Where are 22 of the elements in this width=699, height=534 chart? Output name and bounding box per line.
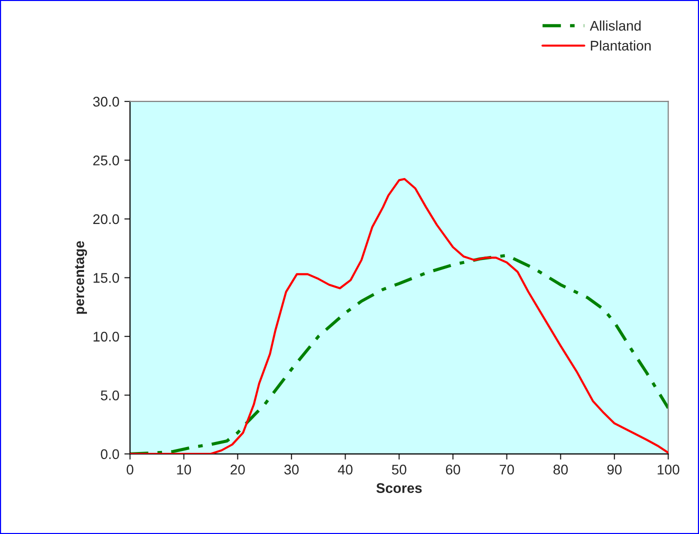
x-axis-title: Scores (376, 483, 422, 494)
x-tick-label: 90 (607, 464, 622, 475)
y-tick-label: 10.0 (94, 332, 120, 342)
y-tick-label: 25.0 (93, 156, 120, 166)
x-tick-label: 10 (177, 464, 192, 475)
x-tick-label: 60 (446, 464, 460, 475)
x-tick-label: 20 (230, 464, 245, 475)
x-tick-label: 30 (284, 464, 299, 475)
y-tick-label: 20.0 (93, 214, 120, 224)
x-tick-label: 50 (392, 464, 406, 475)
x-tick-label: 80 (553, 464, 568, 475)
y-tick-label: 0.0 (100, 449, 120, 460)
x-tick-label: 0 (126, 464, 134, 475)
x-tick-label: 40 (338, 464, 352, 475)
y-tick-label: 15.0 (94, 273, 120, 283)
x-tick-label: 100 (658, 464, 680, 475)
y-axis-title: percentage (75, 241, 88, 314)
x-tick-label: 70 (500, 464, 514, 475)
y-tick-label: 5.0 (100, 390, 120, 400)
legend-label: Plantation (590, 40, 651, 51)
legend-label: Allisland (590, 20, 641, 31)
y-tick-label: 30.0 (93, 96, 120, 107)
